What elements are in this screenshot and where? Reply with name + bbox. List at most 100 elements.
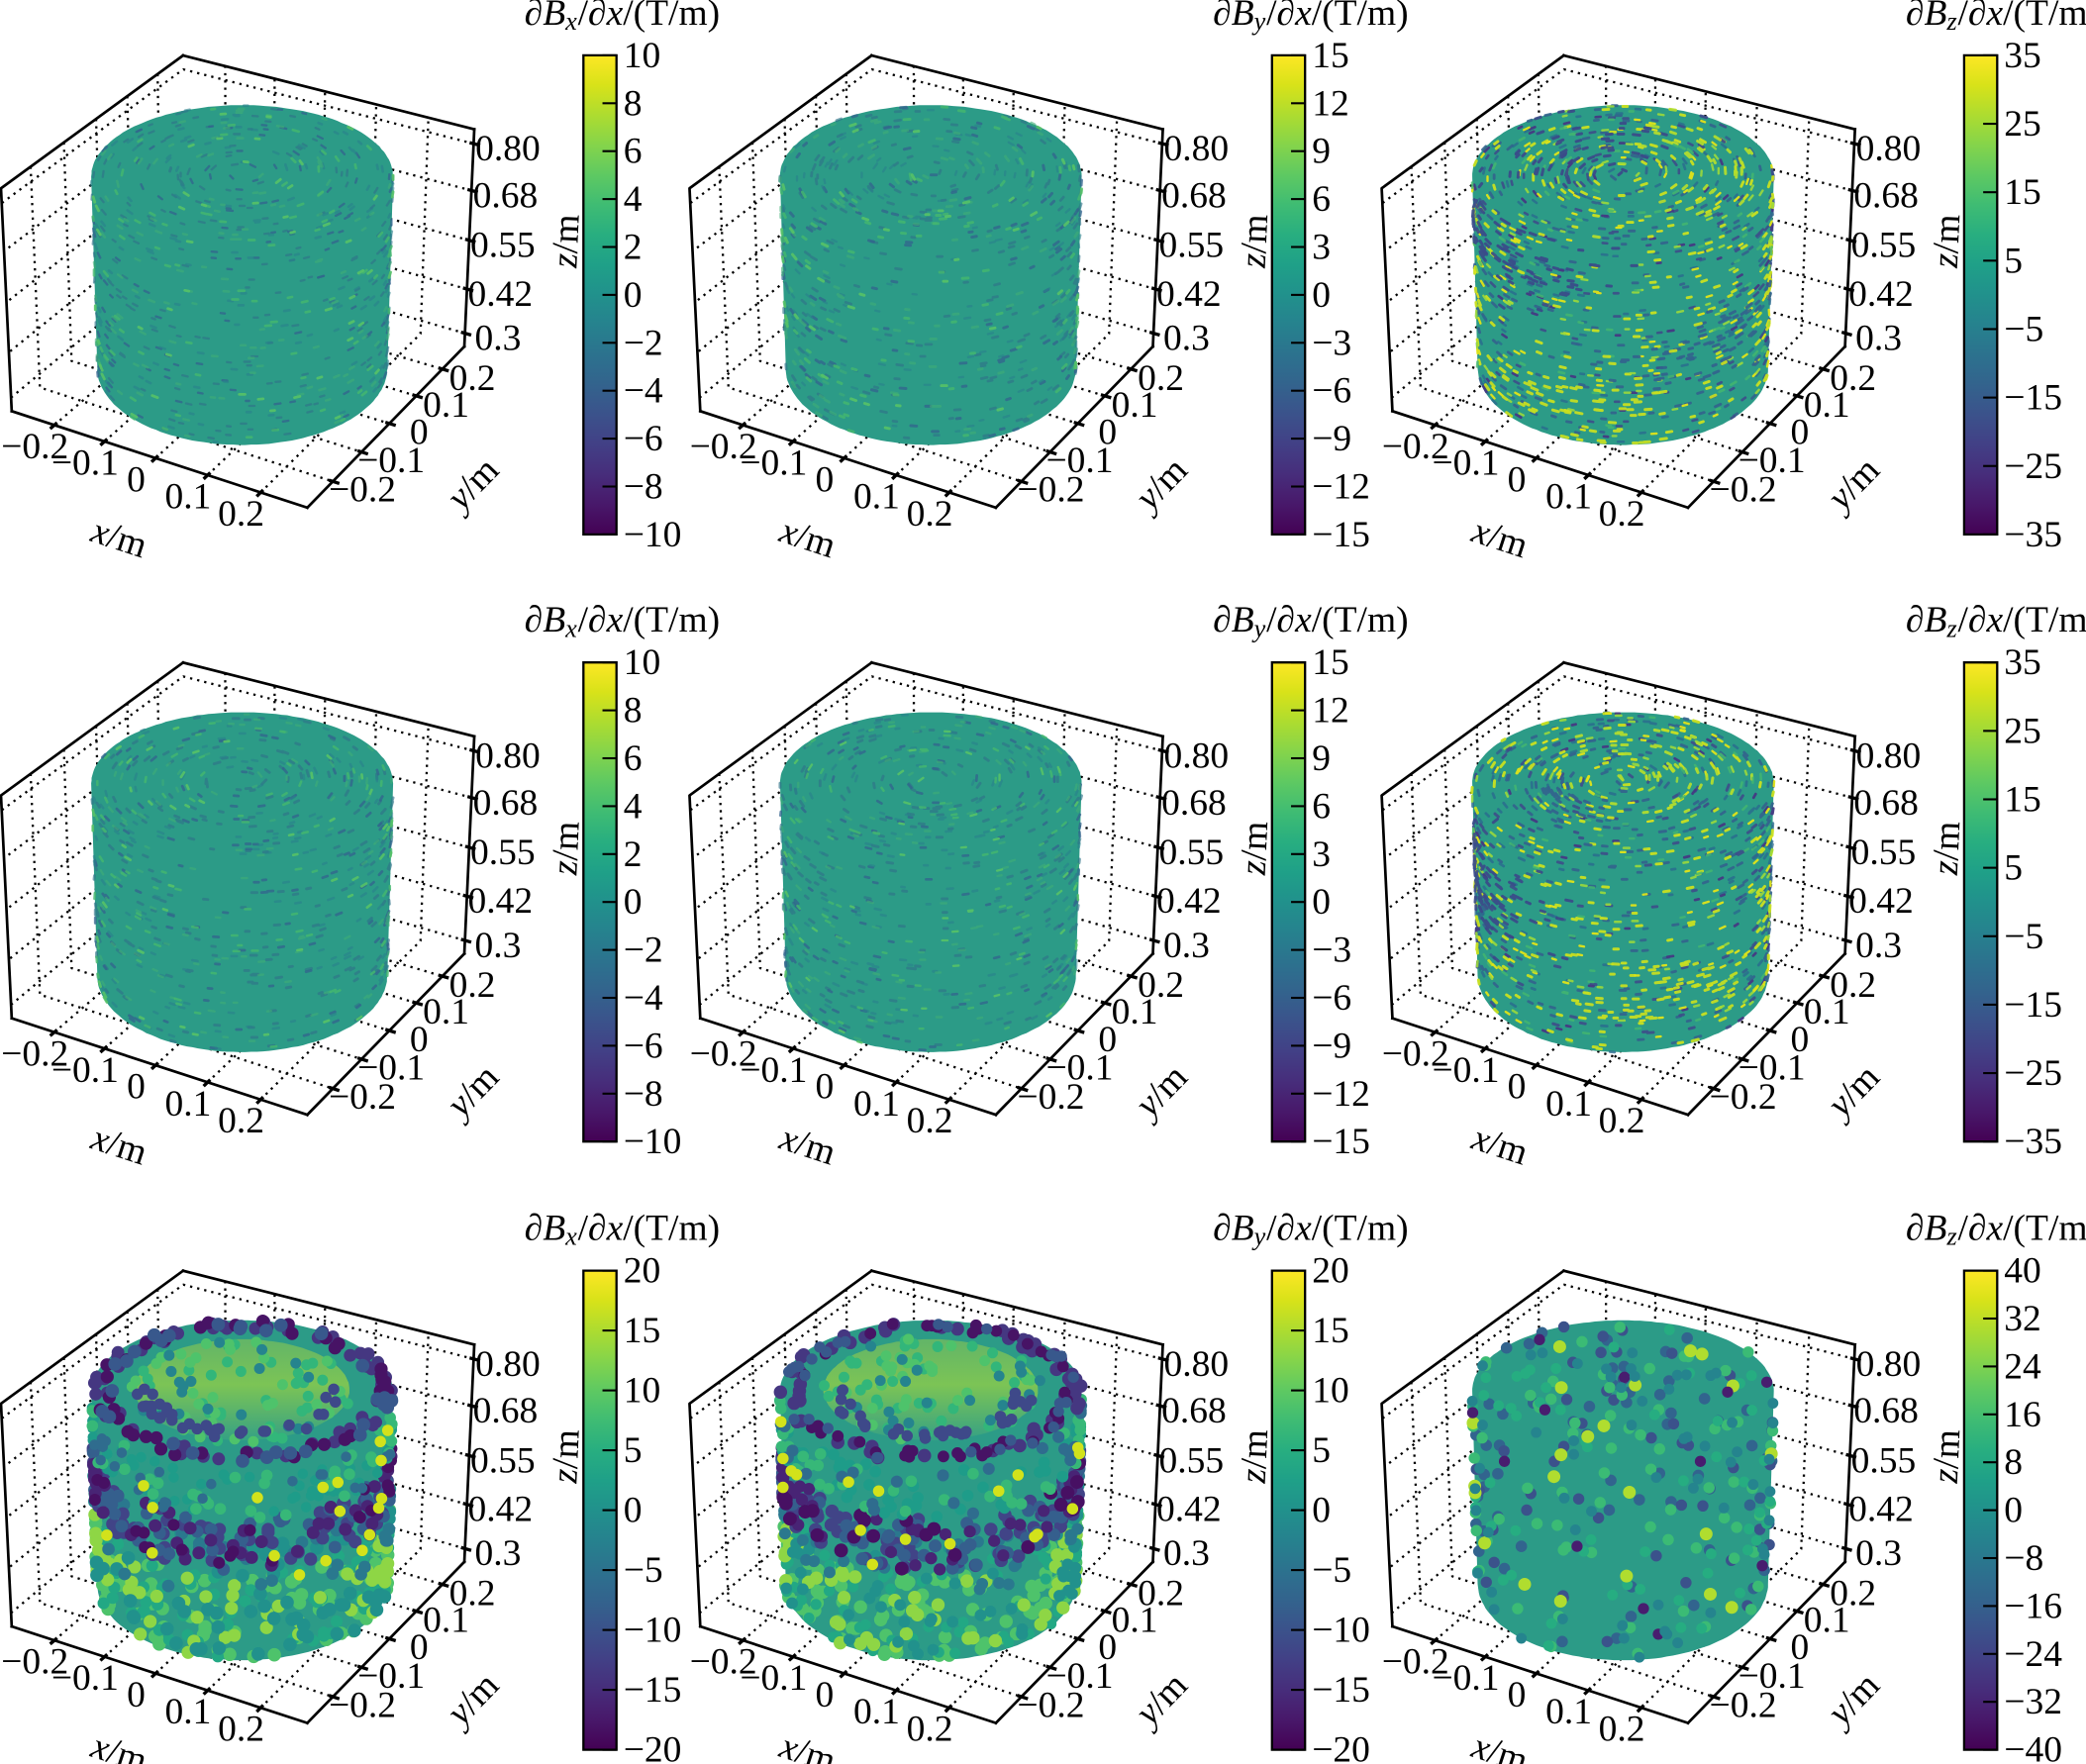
- svg-text:−8: −8: [624, 1074, 663, 1115]
- svg-text:−2: −2: [624, 323, 663, 363]
- svg-text:0.42: 0.42: [1156, 274, 1222, 315]
- svg-text:−5: −5: [1312, 1550, 1351, 1591]
- svg-text:5: 5: [1312, 1430, 1331, 1471]
- svg-text:0: 0: [127, 459, 146, 500]
- svg-text:0.1: 0.1: [1545, 1692, 1592, 1732]
- svg-text:−10: −10: [624, 515, 682, 555]
- svg-text:−0.1: −0.1: [51, 1050, 119, 1091]
- svg-text:−0.2: −0.2: [1017, 470, 1084, 511]
- svg-text:−25: −25: [2004, 446, 2062, 487]
- svg-text:6: 6: [1312, 786, 1331, 827]
- svg-text:0.42: 0.42: [1156, 1490, 1222, 1530]
- svg-text:0.2: 0.2: [1830, 965, 1876, 1006]
- svg-text:0.3: 0.3: [475, 318, 522, 358]
- svg-text:−0.2: −0.2: [1710, 470, 1777, 511]
- svg-text:−15: −15: [1312, 1122, 1370, 1162]
- svg-text:−12: −12: [1312, 1074, 1370, 1115]
- svg-text:−10: −10: [624, 1611, 682, 1651]
- svg-text:−15: −15: [1312, 515, 1370, 555]
- svg-text:0.42: 0.42: [1848, 881, 1914, 922]
- svg-text:∂ / ∂ / (: ∂ / ∂ / ( T / m ) B x x: [525, 574, 737, 646]
- svg-text:8: 8: [2004, 1442, 2023, 1483]
- svg-text:0: 0: [1791, 1020, 1810, 1060]
- svg-text:−3: −3: [1312, 323, 1351, 363]
- svg-text:−0.1: −0.1: [1432, 1658, 1499, 1699]
- svg-text:0.55: 0.55: [1851, 226, 1917, 266]
- svg-text:0.55: 0.55: [1159, 226, 1225, 266]
- svg-text:10: 10: [624, 642, 661, 683]
- svg-text:z / m: z / m: [1900, 820, 1974, 877]
- svg-text:0: 0: [1791, 1627, 1810, 1668]
- svg-text:−15: −15: [2004, 378, 2062, 419]
- svg-text:−4: −4: [624, 978, 663, 1019]
- svg-text:5: 5: [624, 1430, 643, 1471]
- svg-text:0: 0: [127, 1675, 146, 1715]
- svg-text:−0.2: −0.2: [690, 427, 757, 467]
- svg-text:0: 0: [410, 1020, 429, 1060]
- svg-text:−0.2: −0.2: [1710, 1077, 1777, 1118]
- svg-text:0.55: 0.55: [1159, 833, 1225, 873]
- svg-text:35: 35: [2004, 642, 2040, 683]
- svg-text:0.2: 0.2: [1599, 1101, 1645, 1141]
- svg-text:6: 6: [624, 738, 643, 779]
- svg-text:0: 0: [410, 413, 429, 453]
- svg-text:24: 24: [2004, 1346, 2041, 1387]
- svg-text:−40: −40: [2004, 1730, 2062, 1764]
- svg-text:9: 9: [1312, 132, 1331, 172]
- svg-text:0: 0: [410, 1627, 429, 1668]
- svg-text:0.1: 0.1: [1112, 385, 1158, 426]
- svg-text:0.68: 0.68: [1161, 175, 1227, 216]
- svg-text:15: 15: [624, 1311, 661, 1351]
- svg-text:0.55: 0.55: [1851, 1440, 1917, 1481]
- svg-text:−15: −15: [1312, 1670, 1370, 1711]
- svg-text:25: 25: [2004, 104, 2040, 145]
- svg-text:0: 0: [1508, 459, 1527, 500]
- svg-text:0.2: 0.2: [449, 1574, 496, 1615]
- svg-text:∂ / ∂ / (: ∂ / ∂ / ( T / m ) B x z: [1906, 574, 2086, 646]
- svg-text:z / m: z / m: [1208, 820, 1282, 877]
- svg-text:0.2: 0.2: [907, 1101, 953, 1141]
- svg-text:−32: −32: [2004, 1682, 2062, 1722]
- svg-text:0.55: 0.55: [1851, 833, 1917, 873]
- svg-text:0.2: 0.2: [449, 358, 496, 399]
- svg-text:12: 12: [1312, 691, 1349, 732]
- svg-text:0: 0: [1312, 275, 1331, 316]
- svg-text:−0.1: −0.1: [51, 443, 119, 484]
- svg-text:0: 0: [1508, 1675, 1527, 1715]
- svg-text:0.68: 0.68: [473, 175, 539, 216]
- svg-text:20: 20: [1312, 1251, 1349, 1292]
- svg-text:0.68: 0.68: [1853, 1391, 1919, 1431]
- svg-text:−0.1: −0.1: [740, 1050, 807, 1091]
- svg-text:0.68: 0.68: [1853, 175, 1919, 216]
- svg-text:0.2: 0.2: [1599, 494, 1645, 535]
- svg-text:15: 15: [1312, 36, 1349, 76]
- svg-text:−0.2: −0.2: [690, 1033, 757, 1074]
- svg-text:0.68: 0.68: [1853, 783, 1919, 824]
- svg-text:0.2: 0.2: [907, 494, 953, 535]
- svg-text:0.1: 0.1: [165, 476, 212, 517]
- svg-text:−0.1: −0.1: [740, 1658, 807, 1699]
- svg-text:0: 0: [2004, 1491, 2023, 1531]
- svg-text:10: 10: [624, 36, 661, 76]
- svg-text:0: 0: [1312, 882, 1331, 923]
- svg-text:0: 0: [1508, 1067, 1527, 1108]
- svg-text:−0.2: −0.2: [1710, 1685, 1777, 1725]
- svg-text:0: 0: [816, 459, 835, 500]
- svg-text:−3: −3: [1312, 931, 1351, 971]
- svg-text:−6: −6: [1312, 978, 1351, 1019]
- svg-text:0.3: 0.3: [1855, 1533, 1902, 1574]
- svg-text:0.80: 0.80: [1856, 129, 1922, 169]
- svg-text:−12: −12: [1312, 467, 1370, 508]
- svg-text:0.80: 0.80: [475, 129, 541, 169]
- svg-text:−35: −35: [2004, 1122, 2062, 1162]
- svg-text:−0.2: −0.2: [1, 1033, 68, 1074]
- svg-text:0.3: 0.3: [1855, 926, 1902, 966]
- svg-text:20: 20: [624, 1251, 661, 1292]
- svg-text:0.80: 0.80: [475, 736, 541, 777]
- svg-text:0.68: 0.68: [1161, 783, 1227, 824]
- svg-text:0.68: 0.68: [473, 783, 539, 824]
- svg-text:0.80: 0.80: [1164, 736, 1230, 777]
- svg-text:−0.2: −0.2: [1382, 1642, 1449, 1683]
- svg-text:−0.2: −0.2: [329, 1077, 396, 1118]
- svg-text:∂ / ∂ / (: ∂ / ∂ / ( T / m ) B x y: [1213, 0, 1425, 40]
